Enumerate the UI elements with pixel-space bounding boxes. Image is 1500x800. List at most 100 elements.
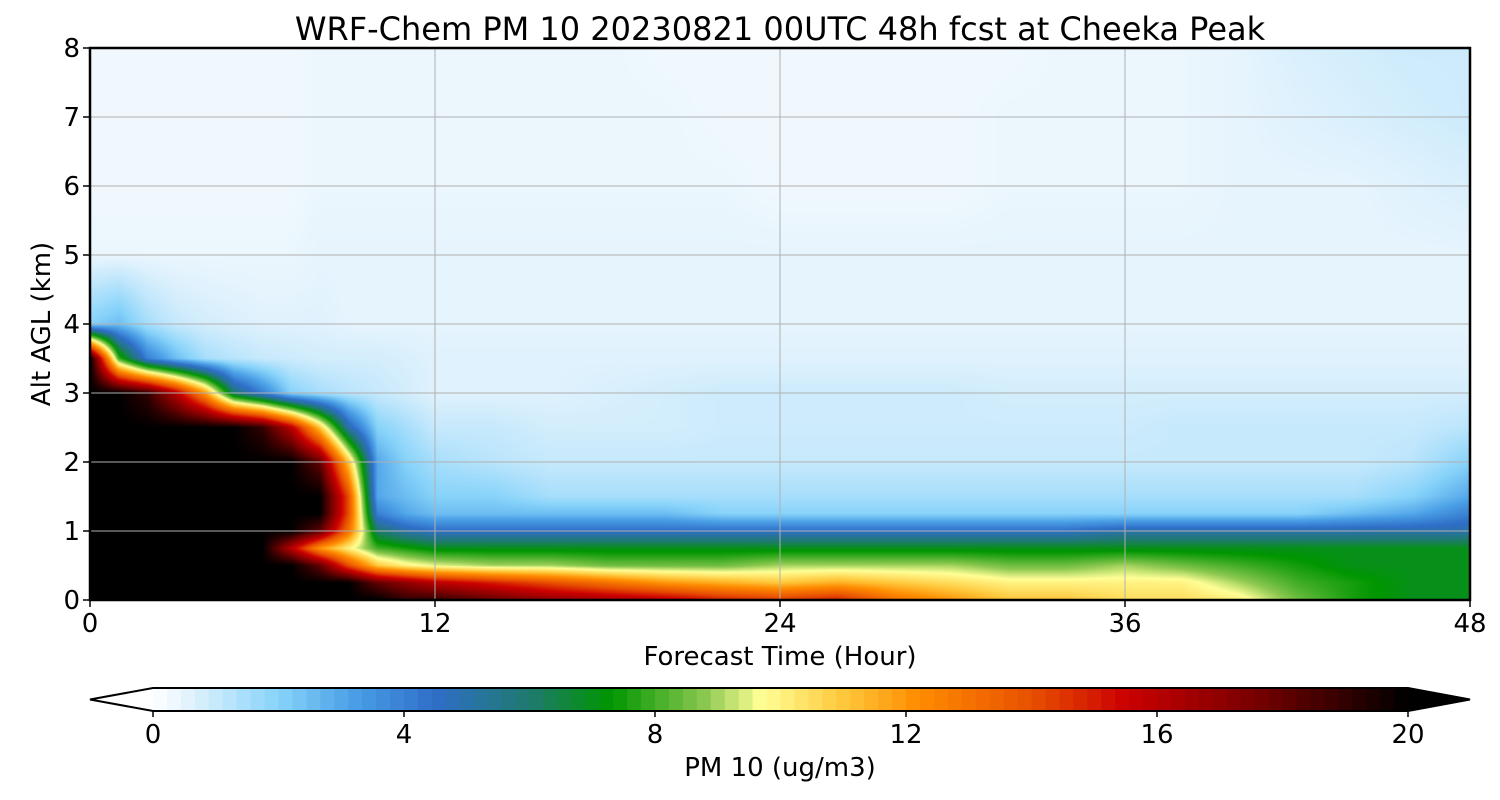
colorbar-extend-min: [90, 688, 153, 711]
x-tick-label: 0: [82, 609, 99, 639]
colorbar-segment: [892, 688, 907, 711]
colorbar-segment: [194, 688, 210, 711]
colorbar-segment: [738, 688, 754, 711]
colorbar-segment: [682, 688, 698, 711]
colorbar-segment: [864, 688, 879, 711]
colorbar-segment: [515, 688, 531, 711]
colorbar-segment: [264, 688, 280, 711]
colorbar-segment: [166, 688, 182, 711]
y-tick-label: 6: [63, 172, 80, 202]
colorbar-segment: [1143, 688, 1158, 711]
colorbar-segment: [1212, 688, 1228, 711]
x-tick-label: 12: [418, 609, 451, 639]
colorbar-segment: [1087, 688, 1102, 711]
x-axis-ticks: 0 12 24 36 48: [82, 600, 1487, 639]
colorbar-segment: [961, 688, 977, 711]
colorbar-segment: [906, 688, 921, 711]
colorbar-segment: [878, 688, 893, 711]
colorbar-segment: [1115, 688, 1130, 711]
y-tick-label: 4: [63, 310, 80, 340]
colorbar-segment: [1352, 688, 1367, 711]
colorbar-segment: [975, 688, 991, 711]
colorbar-segment: [1157, 688, 1172, 711]
colorbar-segment: [571, 688, 586, 711]
colorbar-segment: [222, 688, 238, 711]
colorbar-segment: [1073, 688, 1088, 711]
colorbar-segment: [933, 688, 949, 711]
colorbar-segment: [153, 688, 168, 711]
y-tick-label: 3: [63, 379, 80, 409]
colorbar-tick-label: 8: [647, 720, 664, 750]
chart-title: WRF-Chem PM 10 20230821 00UTC 48h fcst a…: [295, 10, 1266, 48]
colorbar-segment: [529, 688, 545, 711]
colorbar-segment: [780, 688, 796, 711]
colorbar-extend-max: [1408, 688, 1470, 711]
colorbar-segment: [1017, 688, 1033, 711]
colorbar-segment: [1198, 688, 1214, 711]
colorbar-segment: [989, 688, 1005, 711]
y-tick-label: 1: [63, 517, 80, 547]
colorbar-segment: [292, 688, 307, 711]
colorbar-segment: [710, 688, 726, 711]
colorbar-segment: [641, 688, 656, 711]
colorbar-label: PM 10 (ug/m3): [684, 753, 876, 783]
colorbar-segment: [362, 688, 377, 711]
colorbar-segment: [850, 688, 865, 711]
colorbar-tick-label: 0: [145, 720, 162, 750]
y-tick-label: 5: [63, 241, 80, 271]
colorbar-segment: [1366, 688, 1381, 711]
colorbar-segment: [808, 688, 823, 711]
colorbar-segment: [627, 688, 642, 711]
y-axis-ticks: 0 1 2 3 4 5 6 7 8: [63, 34, 90, 616]
colorbar-segment: [348, 688, 363, 711]
colorbar-segment: [306, 688, 321, 711]
colorbar-segment: [1170, 688, 1186, 711]
colorbar-tick-label: 4: [396, 720, 413, 750]
x-tick-label: 36: [1108, 609, 1141, 639]
colorbar-segment: [822, 688, 837, 711]
colorbar-segment: [696, 688, 712, 711]
x-tick-label: 48: [1453, 609, 1486, 639]
y-axis-label: Alt AGL (km): [27, 242, 57, 406]
colorbar-segment: [431, 688, 447, 711]
colorbar-segment: [599, 688, 614, 711]
colorbar-segment: [390, 688, 405, 711]
colorbar-segment: [1296, 688, 1311, 711]
colorbar-segment: [1003, 688, 1019, 711]
colorbar-segment: [487, 688, 503, 711]
colorbar-segment: [1031, 688, 1047, 711]
colorbar-segment: [180, 688, 196, 711]
colorbar-segment: [1240, 688, 1256, 711]
colorbar-tick-label: 16: [1140, 720, 1173, 750]
colorbar-segment: [543, 688, 558, 711]
colorbar-segment: [1324, 688, 1339, 711]
colorbar-segment: [208, 688, 224, 711]
colorbar-segment: [459, 688, 475, 711]
colorbar-segment: [585, 688, 600, 711]
colorbar-segment: [766, 688, 782, 711]
colorbar-segment: [1268, 688, 1284, 711]
colorbar-segment: [334, 688, 349, 711]
colorbar-segment: [376, 688, 391, 711]
colorbar-segment: [1310, 688, 1325, 711]
colorbar-tick-label: 12: [889, 720, 922, 750]
colorbar: 0 4 8 12 16 20: [89, 687, 1471, 750]
colorbar-segment: [1101, 688, 1116, 711]
colorbar-segment: [836, 688, 851, 711]
colorbar-segment: [1226, 688, 1242, 711]
colorbar-segment: [794, 688, 809, 711]
colorbar-segment: [655, 688, 670, 711]
colorbar-segment: [752, 688, 768, 711]
colorbar-segment: [1380, 688, 1395, 711]
y-tick-label: 2: [63, 448, 80, 478]
colorbar-segment: [947, 688, 963, 711]
x-axis-label: Forecast Time (Hour): [643, 642, 916, 672]
colorbar-segment: [417, 688, 433, 711]
colorbar-segment: [1254, 688, 1270, 711]
colorbar-segment: [557, 688, 572, 711]
colorbar-segment: [236, 688, 252, 711]
colorbar-segment: [668, 688, 684, 711]
colorbar-segment: [1045, 688, 1060, 711]
colorbar-segment: [919, 688, 935, 711]
colorbar-tick-label: 20: [1391, 720, 1424, 750]
